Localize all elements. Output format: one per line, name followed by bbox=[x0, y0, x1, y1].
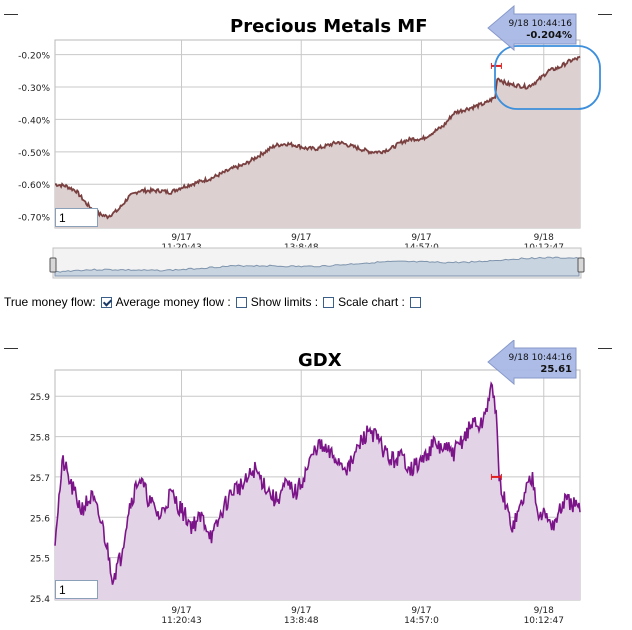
x-tick-date: 9/17 bbox=[411, 606, 431, 616]
options-row: True money flow: Average money flow : Sh… bbox=[4, 295, 425, 309]
y-tick-label: -0.50% bbox=[18, 149, 50, 159]
top-callout-arrow bbox=[487, 4, 577, 52]
scale-chart-label: Scale chart : bbox=[338, 295, 405, 309]
top-zoom-input[interactable]: 1 bbox=[55, 208, 98, 227]
top-callout-value: -0.204% bbox=[526, 30, 572, 41]
range-slider[interactable] bbox=[0, 244, 632, 284]
bottom-callout-date: 9/18 10:44:16 bbox=[509, 353, 573, 363]
true-money-flow-label: True money flow: bbox=[4, 295, 96, 309]
slider-handle-right[interactable] bbox=[577, 257, 585, 273]
bottom-chart[interactable]: 25.925.825.725.625.525.49/1711:20:439/17… bbox=[0, 340, 632, 630]
x-tick-date: 9/17 bbox=[411, 233, 431, 243]
x-tick-date: 9/17 bbox=[171, 233, 191, 243]
y-tick-label: 25.7 bbox=[30, 474, 50, 484]
y-tick-label: 25.6 bbox=[30, 514, 50, 524]
show-limits-label: Show limits : bbox=[250, 295, 319, 309]
show-limits-checkbox[interactable] bbox=[323, 296, 335, 308]
bottom-callout-arrow bbox=[487, 340, 577, 386]
x-tick-date: 9/18 bbox=[534, 233, 554, 243]
y-tick-label: 25.9 bbox=[30, 393, 50, 403]
series-line bbox=[54, 381, 581, 585]
average-money-flow-checkbox[interactable] bbox=[235, 296, 247, 308]
slider-overview bbox=[54, 256, 580, 277]
highlight-ellipse bbox=[494, 45, 601, 110]
y-tick-label: -0.40% bbox=[18, 116, 50, 126]
top-minimize-left[interactable] bbox=[4, 14, 18, 15]
x-tick-date: 9/17 bbox=[291, 606, 311, 616]
y-tick-label: 25.8 bbox=[30, 434, 50, 444]
y-tick-label: 25.5 bbox=[30, 555, 50, 565]
slider-handle-left[interactable] bbox=[49, 257, 57, 273]
bottom-chart-title: GDX bbox=[298, 350, 342, 371]
x-tick-time: 10:12:47 bbox=[524, 616, 564, 626]
x-tick-date: 9/18 bbox=[534, 606, 554, 616]
bottom-minimize-right[interactable] bbox=[598, 348, 612, 349]
average-money-flow-label: Average money flow : bbox=[115, 295, 231, 309]
x-tick-date: 9/17 bbox=[171, 606, 191, 616]
true-money-flow-checkbox[interactable] bbox=[100, 296, 112, 308]
bottom-minimize-left[interactable] bbox=[4, 348, 18, 349]
top-chart[interactable]: -0.20% -0.30% -0.40% -0.50% -0.60% -0.70% 9/17… bbox=[0, 0, 632, 260]
y-tick-label: -0.30% bbox=[18, 84, 50, 94]
x-tick-time: 13:8:48 bbox=[284, 616, 319, 626]
top-chart-title: Precious Metals MF bbox=[230, 16, 428, 37]
bottom-zoom-input[interactable]: 1 bbox=[55, 580, 98, 599]
top-callout-date: 9/18 10:44:16 bbox=[509, 19, 573, 29]
y-tick-label: 25.4 bbox=[30, 595, 50, 605]
series-area bbox=[55, 383, 580, 600]
scale-chart-checkbox[interactable] bbox=[409, 296, 421, 308]
x-tick-date: 9/17 bbox=[291, 233, 311, 243]
y-tick-label: -0.70% bbox=[18, 214, 50, 224]
top-callout: 9/18 10:44:16-0.204% bbox=[487, 4, 577, 52]
bottom-callout-value: 25.61 bbox=[540, 364, 572, 375]
x-tick-time: 14:57:0 bbox=[404, 616, 439, 626]
top-minimize-right[interactable] bbox=[598, 14, 612, 15]
series-area bbox=[55, 56, 580, 228]
y-tick-label: -0.20% bbox=[18, 52, 50, 62]
y-tick-label: -0.60% bbox=[18, 181, 50, 191]
series-line bbox=[54, 55, 581, 220]
x-tick-time: 11:20:43 bbox=[161, 616, 201, 626]
